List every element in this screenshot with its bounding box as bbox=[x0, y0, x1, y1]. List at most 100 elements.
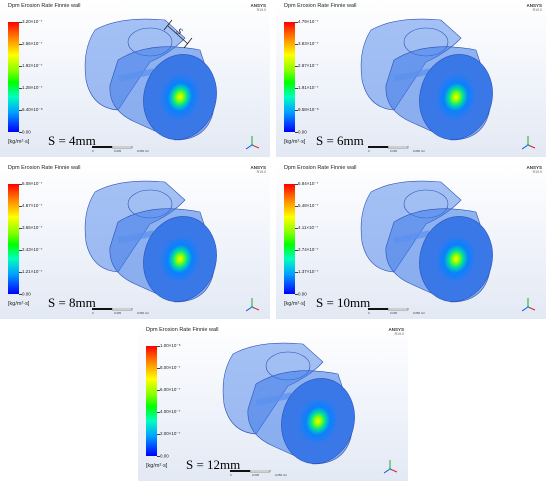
scale-seg bbox=[92, 308, 112, 310]
colorbar-tick-mark bbox=[295, 206, 298, 207]
spacing-label: S = 6mm bbox=[316, 133, 364, 148]
colorbar-tick-label: 2.74×10⁻⁷ bbox=[298, 247, 319, 252]
legend-title: Dpm Erosion Rate Finnie wall bbox=[8, 165, 81, 171]
colorbar-tick-label: 4.00×10⁻⁷ bbox=[160, 409, 181, 414]
dimension-tick bbox=[183, 37, 193, 49]
scale-label: 0 bbox=[368, 149, 370, 152]
scale-label: 0 bbox=[368, 311, 370, 314]
pipe-geometry bbox=[360, 18, 493, 141]
legend-unit: [kg/m²·s] bbox=[8, 301, 30, 307]
ansys-brand: ANSYS bbox=[526, 165, 542, 170]
colorbar-tick-mark bbox=[295, 294, 298, 295]
legend-unit: [kg/m²·s] bbox=[284, 139, 306, 145]
legend-title: Dpm Erosion Rate Finnie wall bbox=[284, 165, 357, 171]
legend-title: Dpm Erosion Rate Finnie wall bbox=[146, 327, 219, 333]
erosion-hotspot bbox=[435, 235, 477, 283]
colorbar-tick-label: 2.56×10⁻⁷ bbox=[22, 41, 43, 46]
scale-bar: 0 0.035 0.050 (m) bbox=[230, 470, 287, 476]
colorbar-tick-label: 1.92×10⁻⁷ bbox=[22, 63, 43, 68]
colorbar-tick-mark bbox=[19, 294, 22, 295]
ansys-logo: ANSYS R19.0 bbox=[526, 165, 542, 174]
colorbar-tick-mark bbox=[295, 44, 298, 45]
colorbar-tick-mark bbox=[295, 272, 298, 273]
dimension-label: S bbox=[175, 26, 185, 37]
scale-label: 0 bbox=[92, 149, 94, 152]
ansys-brand: ANSYS bbox=[388, 327, 404, 332]
inner-slot bbox=[117, 230, 155, 244]
colorbar-tick-label: 4.87×10⁻⁷ bbox=[22, 203, 43, 208]
scale-bar: 0 0.035 0.050 (m) bbox=[368, 308, 425, 314]
axis-triad-icon bbox=[521, 136, 536, 150]
colorbar bbox=[8, 184, 19, 294]
ansys-logo: ANSYS R19.0 bbox=[250, 165, 266, 174]
scale-seg bbox=[249, 470, 271, 473]
erosion-panel: Dpm Erosion Rate Finnie wall ANSYS R19.0 6.… bbox=[276, 162, 546, 319]
colorbar bbox=[8, 22, 19, 132]
scale-label: 0.035 bbox=[114, 149, 121, 152]
colorbar-tick-mark bbox=[19, 250, 22, 251]
inner-slot bbox=[393, 230, 431, 244]
colorbar-tick-label: 1.00×10⁻⁶ bbox=[160, 343, 181, 348]
scale-label: 0.050 (m) bbox=[137, 311, 149, 314]
colorbar-tick-label: 0.00 bbox=[298, 291, 307, 297]
colorbar-tick-label: 3.20×10⁻⁷ bbox=[22, 19, 43, 24]
axis-triad-icon bbox=[245, 136, 260, 150]
colorbar-tick-label: 2.87×10⁻⁷ bbox=[298, 63, 319, 68]
spacing-label: S = 8mm bbox=[48, 295, 96, 310]
axis-triad-icon bbox=[245, 298, 260, 312]
scale-seg bbox=[111, 146, 133, 149]
inner-slot bbox=[255, 392, 293, 406]
scale-label: 0.035 bbox=[252, 473, 259, 476]
colorbar-tick-mark bbox=[19, 44, 22, 45]
scale-seg bbox=[368, 308, 388, 310]
spacing-label: S = 12mm bbox=[186, 457, 241, 472]
colorbar-tick-mark bbox=[157, 346, 160, 347]
inner-slot bbox=[393, 68, 431, 82]
colorbar-tick-mark bbox=[157, 434, 160, 435]
scale-label: 0 bbox=[92, 311, 94, 314]
colorbar-tick-label: 4.79×10⁻⁷ bbox=[298, 19, 319, 24]
legend-title: Dpm Erosion Rate Finnie wall bbox=[8, 3, 81, 9]
colorbar-tick-mark bbox=[19, 228, 22, 229]
colorbar-tick-mark bbox=[295, 110, 298, 111]
scale-label: 0.035 bbox=[390, 149, 397, 152]
colorbar-tick-label: 6.40×10⁻⁸ bbox=[22, 107, 43, 112]
scale-label: 0.035 bbox=[114, 311, 121, 314]
colorbar-tick-mark bbox=[157, 390, 160, 391]
erosion-hotspot bbox=[297, 397, 339, 445]
colorbar-tick-mark bbox=[157, 456, 160, 457]
inner-slot bbox=[117, 68, 155, 82]
colorbar-tick-label: 9.58×10⁻⁸ bbox=[298, 107, 319, 112]
scale-label: 0.050 (m) bbox=[413, 149, 425, 152]
axis-triad-icon bbox=[383, 460, 398, 474]
scale-label: 0.050 (m) bbox=[137, 149, 149, 152]
colorbar-tick-mark bbox=[19, 132, 22, 133]
scale-bar: 0 0.035 0.050 (m) bbox=[92, 146, 149, 152]
scale-seg bbox=[387, 146, 409, 149]
dimension-tick bbox=[163, 19, 173, 31]
pipe-geometry bbox=[360, 180, 493, 303]
scale-label: 0.035 bbox=[390, 311, 397, 314]
colorbar-tick-mark bbox=[295, 22, 298, 23]
pipe-geometry: S bbox=[84, 18, 217, 141]
colorbar-tick-mark bbox=[19, 88, 22, 89]
colorbar-tick-label: 0.00 bbox=[22, 129, 31, 135]
scale-bar: 0 0.035 0.050 (m) bbox=[368, 146, 425, 152]
colorbar bbox=[284, 22, 295, 132]
ansys-logo: ANSYS R19.0 bbox=[388, 327, 404, 336]
colorbar-tick-mark bbox=[19, 184, 22, 185]
scale-label: 0.050 (m) bbox=[275, 473, 287, 476]
scale-label: 0.050 (m) bbox=[413, 311, 425, 314]
ansys-version: R19.0 bbox=[256, 170, 266, 174]
scale-seg bbox=[387, 308, 409, 311]
pipe-geometry bbox=[84, 180, 217, 303]
colorbar-tick-label: 1.21×10⁻⁷ bbox=[22, 269, 43, 274]
colorbar-tick-label: 4.11×10⁻⁷ bbox=[298, 225, 319, 230]
colorbar-tick-mark bbox=[295, 88, 298, 89]
legend-unit: [kg/m²·s] bbox=[146, 463, 168, 469]
scale-seg bbox=[230, 470, 250, 472]
colorbar-tick-mark bbox=[19, 110, 22, 111]
colorbar-tick-mark bbox=[157, 368, 160, 369]
dimension-line bbox=[167, 25, 189, 45]
colorbar-tick-label: 6.84×10⁻⁷ bbox=[298, 181, 319, 186]
